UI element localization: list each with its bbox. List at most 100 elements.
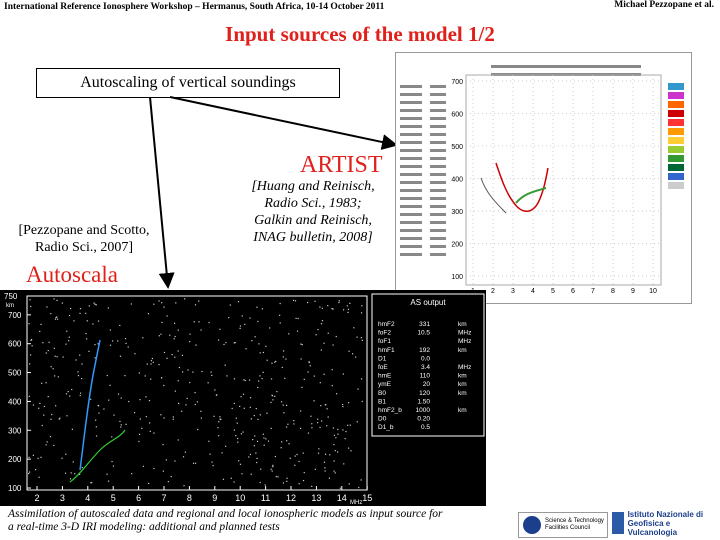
- noise: [342, 373, 344, 375]
- noise: [208, 321, 210, 324]
- noise: [279, 302, 281, 305]
- noise: [256, 457, 258, 460]
- noise: [276, 390, 278, 393]
- noise: [109, 384, 111, 386]
- noise: [302, 452, 304, 454]
- noise: [77, 375, 80, 377]
- noise: [259, 481, 261, 484]
- noise: [152, 361, 154, 363]
- noise: [217, 427, 219, 429]
- noise: [288, 443, 290, 445]
- noise: [298, 460, 300, 463]
- noise: [88, 305, 90, 307]
- noise: [311, 423, 313, 425]
- noise: [174, 460, 176, 462]
- noise: [348, 483, 350, 485]
- output-cell: km: [458, 347, 467, 354]
- noise: [275, 360, 277, 362]
- noise: [310, 415, 312, 417]
- output-cell: MHz: [458, 338, 471, 345]
- noise: [207, 382, 209, 384]
- noise: [270, 378, 273, 380]
- trace: [480, 177, 507, 214]
- noise: [127, 346, 129, 348]
- logo-text: Science & Technology Facilities Council: [545, 518, 604, 531]
- noise: [260, 468, 262, 470]
- noise: [361, 400, 363, 403]
- noise: [171, 354, 173, 356]
- table-row: [430, 229, 446, 232]
- noise: [181, 354, 184, 356]
- noise: [282, 356, 284, 358]
- noise: [300, 358, 302, 360]
- output-cell: foE: [378, 364, 388, 371]
- y-axis-top: 750: [4, 292, 18, 301]
- noise: [149, 430, 151, 433]
- noise: [214, 389, 216, 391]
- y-tick-label: 600: [8, 340, 22, 349]
- noise: [255, 408, 257, 410]
- noise: [287, 423, 289, 425]
- noise: [236, 422, 238, 424]
- noise: [345, 430, 347, 433]
- noise: [259, 352, 261, 354]
- noise: [335, 437, 337, 439]
- noise: [244, 379, 246, 382]
- noise: [45, 444, 47, 446]
- noise: [65, 453, 67, 455]
- noise: [289, 457, 291, 459]
- noise: [218, 421, 220, 423]
- noise: [68, 340, 70, 342]
- table-row: [400, 133, 422, 136]
- noise: [254, 336, 256, 338]
- noise: [40, 323, 42, 326]
- reference-line: Galkin and Reinisch,: [254, 213, 372, 228]
- output-cell: hmE: [378, 373, 392, 380]
- legend-swatch: [668, 146, 684, 153]
- noise: [177, 329, 179, 331]
- noise: [52, 368, 54, 370]
- noise: [356, 421, 358, 423]
- noise: [274, 395, 276, 397]
- x-tick-label: 5: [551, 288, 555, 295]
- noise: [347, 447, 350, 449]
- output-cell: hmF1: [378, 347, 395, 354]
- noise: [357, 388, 359, 390]
- noise: [200, 329, 202, 331]
- output-cell: 331: [419, 321, 430, 328]
- output-cell: km: [458, 373, 467, 380]
- table-row: [430, 117, 446, 120]
- noise: [193, 321, 195, 323]
- noise: [258, 343, 260, 345]
- output-cell: 110: [420, 373, 431, 380]
- noise: [113, 414, 115, 416]
- noise: [125, 423, 127, 425]
- noise: [293, 423, 295, 425]
- noise: [217, 339, 220, 341]
- output-cell: 1.50: [417, 398, 430, 405]
- noise: [233, 402, 235, 405]
- noise: [292, 299, 295, 302]
- noise: [145, 416, 147, 418]
- noise: [163, 417, 165, 419]
- noise: [139, 399, 141, 401]
- noise: [230, 477, 232, 479]
- noise: [53, 444, 55, 447]
- output-cell: B1: [378, 398, 386, 405]
- output-cell: D1: [378, 355, 387, 362]
- noise: [286, 477, 288, 479]
- noise: [150, 378, 152, 380]
- noise: [314, 300, 316, 302]
- noise: [240, 433, 242, 435]
- output-cell: km: [458, 407, 467, 414]
- legend-swatch: [668, 182, 684, 189]
- noise: [41, 382, 43, 384]
- noise: [29, 363, 31, 365]
- reference-line: Radio Sci., 2007]: [35, 240, 133, 255]
- output-cell: km: [458, 381, 467, 388]
- noise: [31, 338, 33, 341]
- noise: [353, 327, 355, 329]
- noise: [241, 315, 243, 317]
- noise: [313, 375, 315, 377]
- noise: [237, 437, 239, 440]
